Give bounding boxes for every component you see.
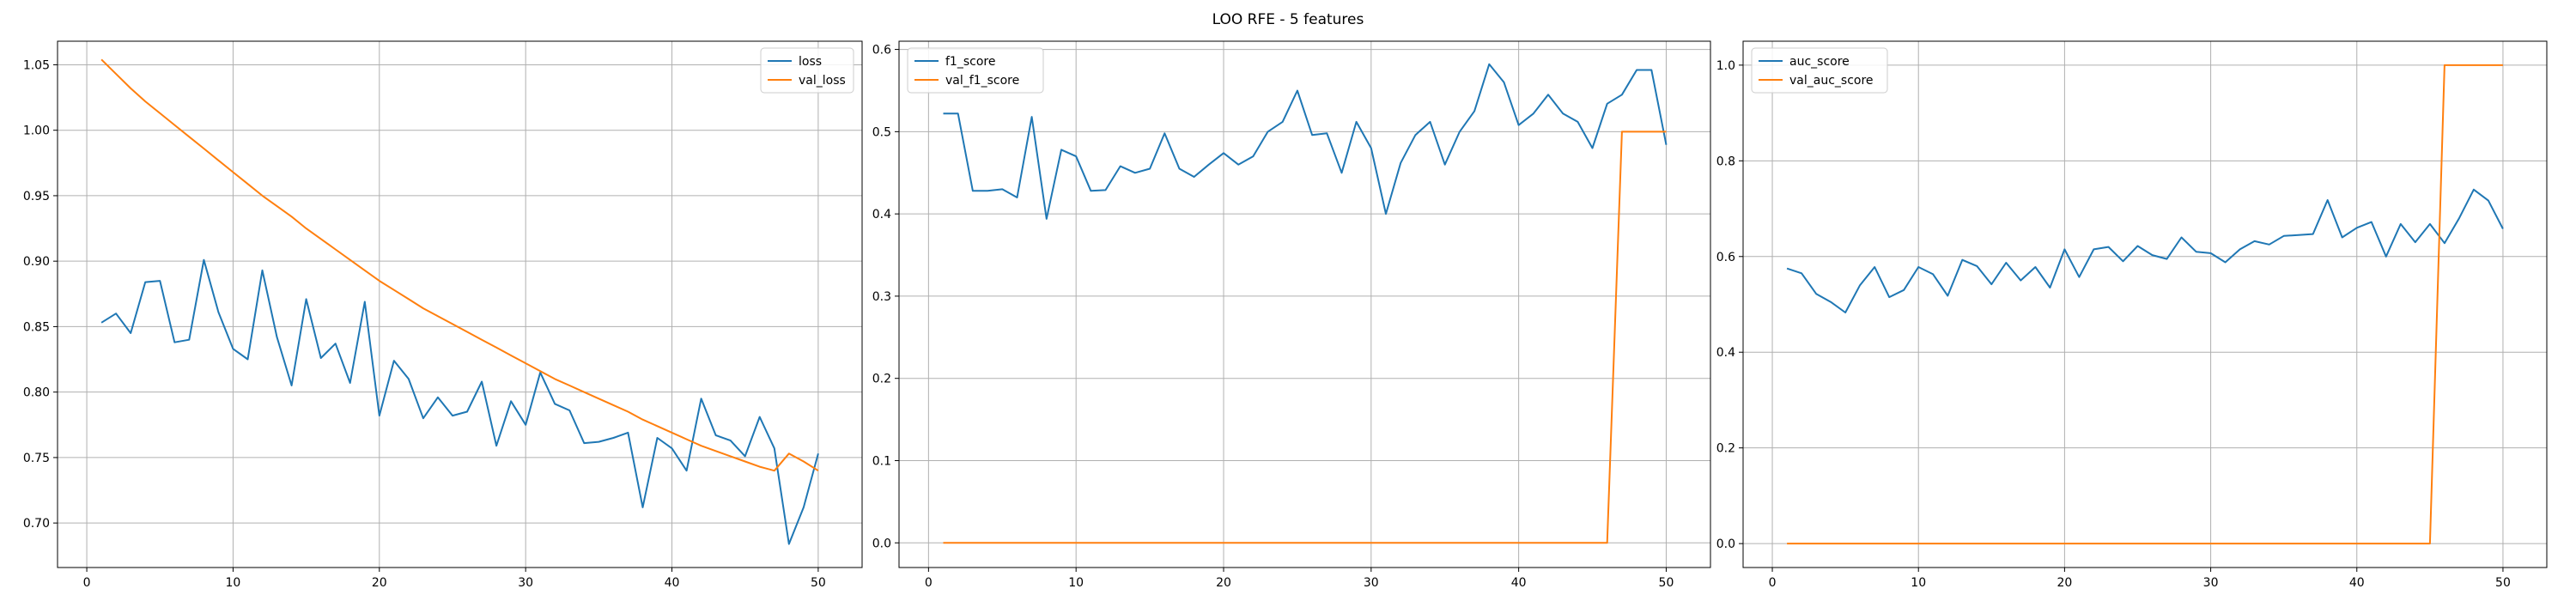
legend-box: [760, 47, 854, 94]
plot-area: [1743, 41, 2547, 568]
y-tick-label: 0.4: [872, 208, 891, 222]
plot-area: [58, 41, 862, 568]
x-tick-label: 30: [1364, 576, 1379, 590]
x-tick-label: 20: [1216, 576, 1231, 590]
legend-label: loss: [799, 55, 822, 69]
x-tick-label: 0: [1769, 576, 1777, 590]
x-tick-label: 10: [226, 576, 241, 590]
series-line-val-loss: [100, 58, 819, 472]
y-tick-label: 0.0: [872, 537, 891, 550]
x-tick-label: 10: [1911, 576, 1926, 590]
y-tick-label: 0.2: [1716, 442, 1735, 456]
y-tick-label: 1.0: [1716, 59, 1735, 73]
y-tick-label: 0.5: [872, 125, 891, 139]
y-tick-label: 0.4: [1716, 346, 1735, 360]
legend: loss val_loss: [760, 47, 854, 94]
legend-box: [907, 47, 1044, 94]
x-tick-label: 0: [925, 576, 933, 590]
legend: auc_score val_auc_score: [1751, 47, 1888, 94]
x-tick-label: 50: [811, 576, 826, 590]
plot-area: [899, 41, 1710, 568]
y-tick-label: 0.95: [23, 190, 50, 203]
series-line-val-f1-score: [943, 131, 1667, 544]
y-tick-label: 0.2: [872, 373, 891, 386]
x-tick-label: 50: [2495, 576, 2511, 590]
axes-frame: [57, 40, 863, 568]
y-tick-label: 0.75: [23, 452, 50, 465]
y-tick-label: 0.6: [1716, 251, 1735, 264]
x-tick-label: 30: [2203, 576, 2219, 590]
x-tick-label: 30: [518, 576, 533, 590]
y-tick-label: 0.1: [872, 454, 891, 468]
x-tick-label: 10: [1068, 576, 1084, 590]
x-tick-label: 40: [665, 576, 680, 590]
subplot-2: 0 10 20 30 40 50 0.0 0.1 0.2 0.3 0.4 0.5 0.6 f1_score…: [872, 40, 1711, 590]
y-tick-label: 0.85: [23, 320, 50, 334]
y-tick-label: 0.3: [872, 290, 891, 304]
x-tick-label: 20: [372, 576, 387, 590]
series-line-f1-score: [943, 63, 1668, 220]
x-tick-label: 20: [2057, 576, 2072, 590]
y-tick-label: 0.8: [1716, 155, 1735, 168]
subplot-3: 0 10 20 30 40 50 0.0 0.2 0.4 0.6 0.8 1.0 auc_scoreva…: [1716, 40, 2548, 590]
axes-frame: [898, 40, 1711, 568]
figure-title: LOO RFE - 5 features: [1212, 11, 1364, 28]
subplots: 0 10 20 30 40 500.700.750.800.850.900.951.001…: [23, 40, 2548, 590]
series-line-val-auc-score: [1787, 64, 2503, 545]
x-tick-label: 0: [83, 576, 91, 590]
x-tick-label: 50: [1659, 576, 1674, 590]
x-tick-label: 40: [1511, 576, 1527, 590]
y-tick-label: 1.05: [23, 58, 50, 72]
legend-label: auc_score: [1789, 55, 1850, 69]
axes-frame: [1742, 40, 2548, 568]
legend-label: val_loss: [799, 74, 846, 88]
series-line-auc-score: [1786, 188, 2504, 313]
legend-label: val_auc_score: [1789, 74, 1874, 88]
legend-label: val_f1_score: [945, 74, 1019, 88]
y-tick-label: 0.6: [872, 44, 891, 58]
y-tick-label: 1.00: [23, 124, 50, 138]
y-tick-label: 0.80: [23, 386, 50, 400]
y-tick-label: 0.0: [1716, 537, 1735, 551]
legend-box: [1751, 47, 1888, 94]
y-tick-label: 0.70: [23, 517, 50, 531]
x-tick-label: 40: [2349, 576, 2365, 590]
series-line-loss: [100, 258, 819, 545]
y-tick-label: 0.90: [23, 255, 50, 269]
subplot-1: 0 10 20 30 40 50 0.70 0.75 0.80 0.85 0.90 0.95 1.00 1…: [23, 40, 863, 590]
legend: f1_score val_f1_score: [907, 47, 1044, 94]
legend-label: f1_score: [945, 55, 995, 69]
